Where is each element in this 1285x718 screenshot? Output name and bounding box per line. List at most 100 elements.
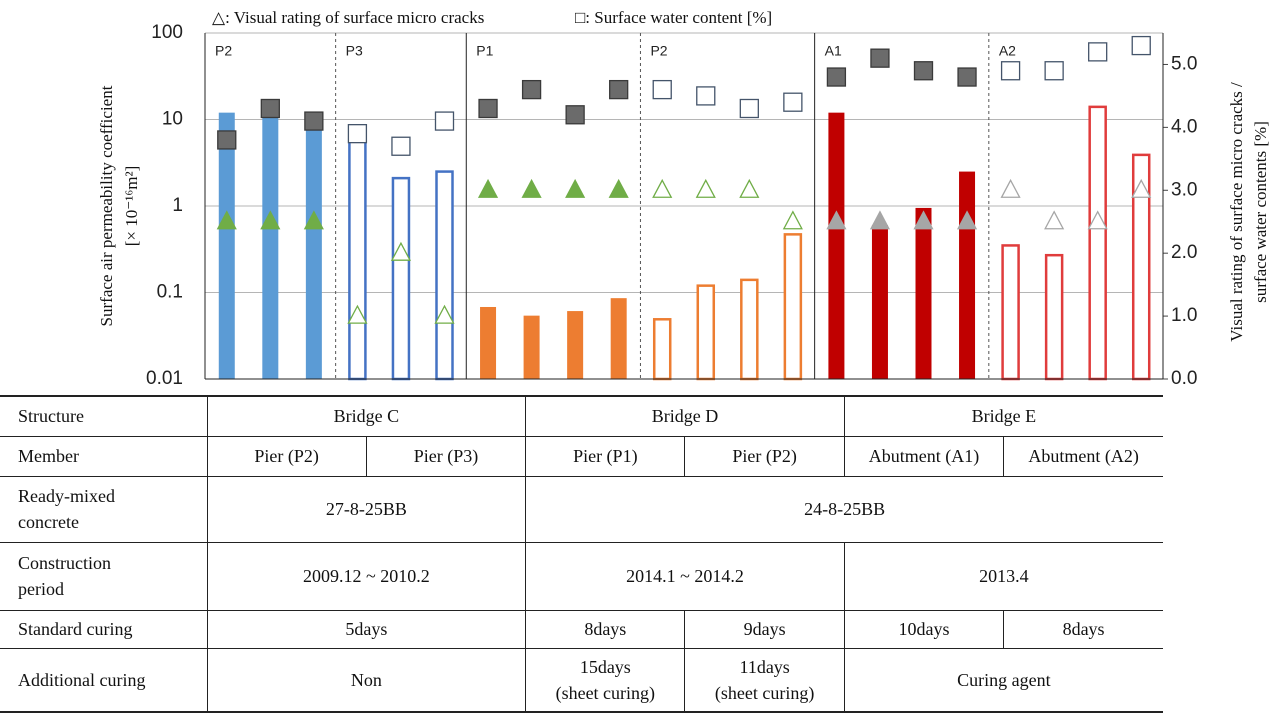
bar [1001,244,1020,381]
bar [391,176,411,381]
bar [915,207,932,379]
crack-rating-marker [869,210,891,230]
cell: 2013.4 [843,541,1163,610]
crack-rating-marker [652,178,673,198]
cell: Ready-mixed concrete [0,475,207,542]
bar [783,233,803,381]
cell: 8days [525,609,685,648]
y-axis-label-line: [× 10⁻¹⁶m²] [122,166,141,246]
cell: Standard curing [0,609,207,648]
crack-rating-marker [1000,178,1021,198]
bar [871,225,888,379]
water-content-marker [217,130,237,150]
water-content-marker [652,79,672,100]
water-content-marker [1044,61,1064,81]
crack-rating-marker [565,178,586,198]
cell: 15days (sheet curing) [525,647,685,713]
y-axis-label-line: Surface air permeability coefficient [97,85,116,326]
bar [740,278,759,381]
water-content-marker [739,98,759,119]
cell: 9days [684,609,845,648]
crack-rating-marker [1087,210,1108,230]
table-row: Additional curing Non 15days (sheet curi… [0,647,1163,713]
bar [828,112,845,380]
y2-axis-label: Visual rating of surface micro cracks / … [1227,82,1270,342]
y2-tick-label: 0.0 [1171,368,1197,389]
crack-rating-marker [477,178,499,198]
crack-rating-marker [826,210,847,230]
cell: Non [206,647,526,713]
table-row: Ready-mixed concrete 27-8-25BB 24-8-25BB [0,475,1163,542]
legend-entry: □: Surface water content [%] [575,8,772,27]
crack-rating-marker [260,210,281,230]
crack-rating-marker [303,210,324,230]
y-axis-label: Surface air permeability coefficient [× … [97,85,141,326]
water-content-marker [1088,42,1108,62]
bar [652,318,672,381]
bar [480,306,497,379]
bar [218,112,235,380]
bar [1088,105,1107,381]
cell: 24-8-25BB [525,475,1163,542]
cell: Bridge D [525,395,845,436]
water-content-marker [870,48,890,68]
water-content-marker [957,67,977,87]
water-content-marker [783,92,803,112]
group-label: P1 [476,43,493,59]
water-content-marker [1131,35,1151,56]
group-label: A1 [825,43,842,59]
y2-tick-label: 1.0 [1171,305,1197,326]
crack-rating-marker [1044,210,1065,230]
y2-tick-label: 2.0 [1171,242,1197,263]
crack-rating-marker [608,178,629,198]
bar [959,171,976,379]
water-content-marker [696,86,716,106]
cell: 5days [206,609,526,648]
water-content-marker [609,79,629,100]
cell: Pier (P3) [365,435,526,476]
cell: Abutment (A1) [843,435,1004,476]
chart: △: Visual rating of surface micro cracks… [97,8,1270,389]
crack-rating-marker [739,178,760,198]
y-tick-label: 10 [162,109,183,130]
bar [435,170,454,381]
cell: Construction period [0,541,207,610]
bar [610,298,627,379]
group-label: P3 [346,43,363,59]
cell: 8days [1003,609,1163,648]
water-content-marker [260,98,280,119]
cell: Structure [0,395,207,436]
table-row: Member Pier (P2) Pier (P3) Pier (P1) Pie… [0,435,1163,476]
y2-tick-label: 3.0 [1171,179,1197,200]
cell: Curing agent [843,647,1163,713]
y2-tick-label: 5.0 [1171,53,1197,74]
cell: 2014.1 ~ 2014.2 [525,541,845,610]
cell: 11days (sheet curing) [684,647,845,713]
water-content-marker [1000,61,1021,81]
water-content-marker [913,61,934,81]
group-label: P2 [650,43,667,59]
legend-entry: △: Visual rating of surface micro cracks [212,8,484,27]
y2-axis-label-line: Visual rating of surface micro cracks / [1227,82,1246,342]
cell: Pier (P2) [206,435,367,476]
cell: 2009.12 ~ 2010.2 [206,541,526,610]
y2-axis-label-line: surface water contents [%] [1251,121,1270,303]
water-content-marker [304,111,324,131]
crack-rating-marker [695,178,716,198]
bar [567,311,584,379]
water-content-marker [478,98,498,119]
y-tick-label: 0.01 [146,368,183,389]
y-tick-label: 1 [172,195,183,216]
table-row: Construction period 2009.12 ~ 2010.2 201… [0,541,1163,610]
bar [348,140,367,381]
table-row: Structure Bridge C Bridge D Bridge E [0,395,1163,436]
crack-rating-marker [347,304,368,324]
crack-rating-marker [390,241,412,261]
cell: 10days [843,609,1004,648]
bar [523,315,540,379]
crack-rating-marker [216,210,237,230]
cell: Bridge E [843,395,1163,436]
bar [262,112,279,380]
water-content-marker [521,79,542,100]
water-content-marker [826,67,847,87]
